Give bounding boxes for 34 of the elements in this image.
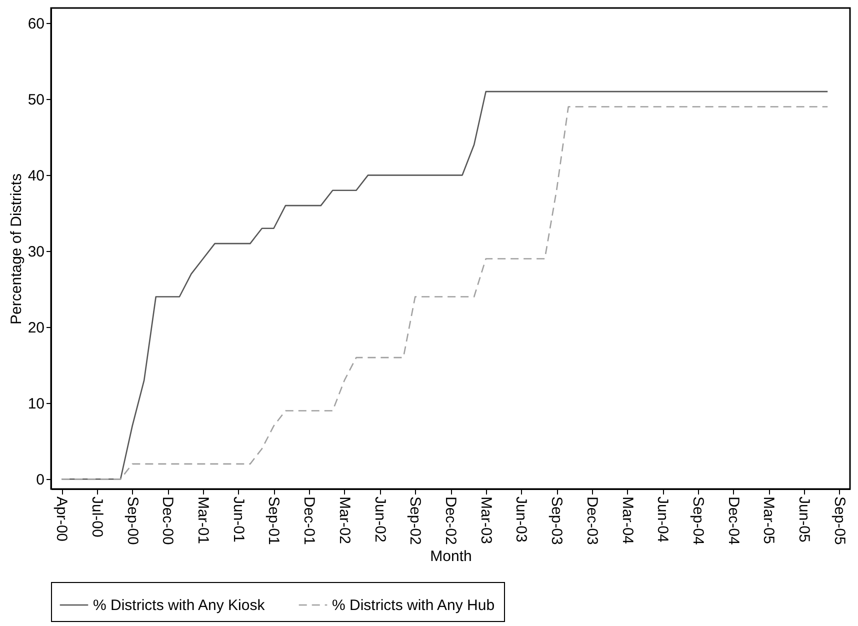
x-tick-label: Jun-05 (796, 496, 813, 542)
x-tick-label: Jun-03 (512, 496, 530, 542)
y-tick-label: 30 (28, 244, 44, 261)
x-tick-label: Mar-05 (760, 496, 778, 544)
legend-label: % Districts with Any Hub (332, 597, 495, 614)
y-tick-label: 0 (36, 472, 44, 489)
x-tick-label: Jun-01 (230, 496, 247, 542)
x-tick-label: Jul-00 (88, 496, 106, 538)
y-tick-label: 40 (28, 168, 44, 185)
y-tick-label: 60 (28, 16, 44, 33)
x-tick-label: Mar-04 (618, 496, 636, 544)
x-tick-label: Dec-04 (724, 496, 742, 545)
x-tick-label: Mar-03 (477, 496, 494, 544)
y-tick-label: 20 (28, 320, 44, 337)
x-tick-label: Sep-05 (830, 496, 848, 545)
x-tick-label: Dec-02 (442, 496, 459, 545)
y-axis-title: Percentage of Districts (8, 174, 25, 324)
x-axis-title: Month (430, 548, 472, 565)
x-tick-label: Dec-01 (300, 496, 318, 545)
x-tick-label: Dec-00 (159, 496, 176, 545)
x-tick-label: Sep-00 (124, 496, 141, 545)
x-tick-label: Sep-02 (406, 496, 424, 545)
y-tick-label: 10 (28, 396, 44, 413)
x-tick-label: Sep-03 (548, 496, 566, 545)
x-tick-label: Jun-02 (371, 496, 388, 542)
x-tick-label: Apr-00 (53, 496, 70, 542)
x-tick-label: Jun-04 (654, 496, 672, 542)
x-tick-label: Sep-04 (689, 496, 706, 545)
x-tick-label: Sep-01 (265, 496, 282, 545)
y-tick-label: 50 (28, 92, 44, 109)
x-tick-label: Mar-01 (194, 496, 212, 544)
x-tick-label: Dec-03 (583, 496, 600, 545)
x-tick-label: Mar-02 (336, 496, 353, 544)
legend-label: % Districts with Any Kiosk (93, 597, 266, 614)
